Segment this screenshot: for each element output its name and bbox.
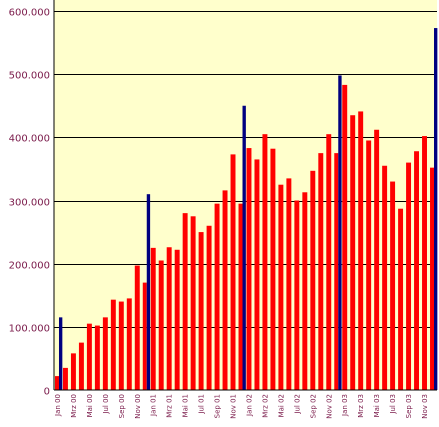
bar <box>166 247 172 390</box>
y-tick-label: 0 <box>44 387 50 398</box>
bar <box>310 170 316 390</box>
x-tick-label: Jul 00 <box>102 394 110 415</box>
bar <box>190 216 196 390</box>
bar <box>398 208 404 390</box>
bar <box>350 115 356 390</box>
x-axis-ticks: Jan 00 Mrz 00 Mai 00 Jul 00 Sep 00 Nov 00 Jan … <box>54 394 429 419</box>
bar <box>126 298 132 390</box>
bar <box>278 184 284 390</box>
x-tick-label: Mrz 02 <box>261 394 269 418</box>
bar <box>102 317 108 390</box>
bar <box>302 192 308 390</box>
x-tick-label: Sep 03 <box>405 394 413 418</box>
bar <box>142 282 147 390</box>
y-tick-label: 200.000 <box>9 261 50 272</box>
bar <box>358 111 364 390</box>
bar <box>342 84 348 390</box>
x-tick-label: Sep 02 <box>309 394 317 418</box>
bar <box>326 134 332 390</box>
bar <box>55 376 59 390</box>
x-tick-label: Jan 00 <box>54 394 62 417</box>
bar <box>430 167 435 390</box>
bar <box>70 353 76 390</box>
bar <box>222 190 228 390</box>
x-tick-label: Nov 02 <box>325 394 333 419</box>
bar <box>270 148 276 390</box>
bar <box>134 265 140 390</box>
bar <box>262 134 268 390</box>
highlight-bar <box>146 194 151 390</box>
x-tick-label: Nov 01 <box>230 394 238 419</box>
x-tick-label: Jul 03 <box>389 394 397 415</box>
bar <box>206 225 212 390</box>
x-tick-label: Mai 02 <box>277 394 285 417</box>
bar <box>406 162 412 390</box>
bar <box>182 213 188 390</box>
y-tick-label: 500.000 <box>9 71 50 82</box>
highlight-bar <box>338 75 342 391</box>
x-tick-label: Mrz 01 <box>166 394 174 418</box>
y-tick-label: 400.000 <box>9 134 50 145</box>
bar <box>62 367 68 390</box>
x-tick-label: Jan 03 <box>341 394 349 417</box>
bar <box>230 154 236 390</box>
bar <box>366 140 372 390</box>
bar <box>238 203 243 390</box>
bar <box>254 159 260 390</box>
bar <box>198 232 204 390</box>
x-tick-label: Jul 02 <box>293 394 301 415</box>
bar <box>390 181 396 390</box>
x-tick-label: Jan 01 <box>150 394 158 417</box>
x-tick-label: Mrz 03 <box>357 394 365 418</box>
y-axis-ticks: 0 100.000 200.000 300.000 400.000 500.000 600.… <box>9 8 50 398</box>
bar <box>286 178 292 390</box>
x-tick-label: Mai 03 <box>373 394 381 417</box>
x-tick-label: Sep 00 <box>118 394 126 418</box>
bar <box>422 136 427 390</box>
bar <box>78 342 84 390</box>
x-tick-label: Mai 01 <box>182 394 190 417</box>
x-tick-label: Mrz 00 <box>70 394 78 418</box>
bar <box>110 299 116 390</box>
bar <box>214 203 220 390</box>
bar <box>294 200 300 390</box>
highlight-bar <box>242 105 246 390</box>
x-tick-label: Jan 02 <box>245 394 253 417</box>
x-tick-label: Sep 01 <box>214 394 222 418</box>
y-tick-label: 600.000 <box>9 8 50 19</box>
bar <box>334 153 339 390</box>
highlight-bar <box>58 317 63 390</box>
bar <box>86 323 92 390</box>
highlight-bar <box>434 28 438 391</box>
bar <box>158 260 164 390</box>
y-tick-label: 100.000 <box>9 324 50 335</box>
bar <box>150 247 156 390</box>
bar <box>246 148 252 390</box>
bar <box>374 129 380 390</box>
y-tick-label: 300.000 <box>9 198 50 209</box>
bar <box>174 249 180 390</box>
bar <box>94 325 100 390</box>
bars <box>55 28 438 391</box>
bar <box>382 165 388 390</box>
bar <box>414 151 420 390</box>
x-tick-label: Mai 00 <box>86 394 94 417</box>
bar <box>318 153 324 390</box>
x-tick-label: Nov 00 <box>134 394 142 419</box>
x-tick-label: Jul 01 <box>198 394 206 415</box>
bar <box>118 301 124 390</box>
x-tick-label: Nov 03 <box>421 394 429 419</box>
